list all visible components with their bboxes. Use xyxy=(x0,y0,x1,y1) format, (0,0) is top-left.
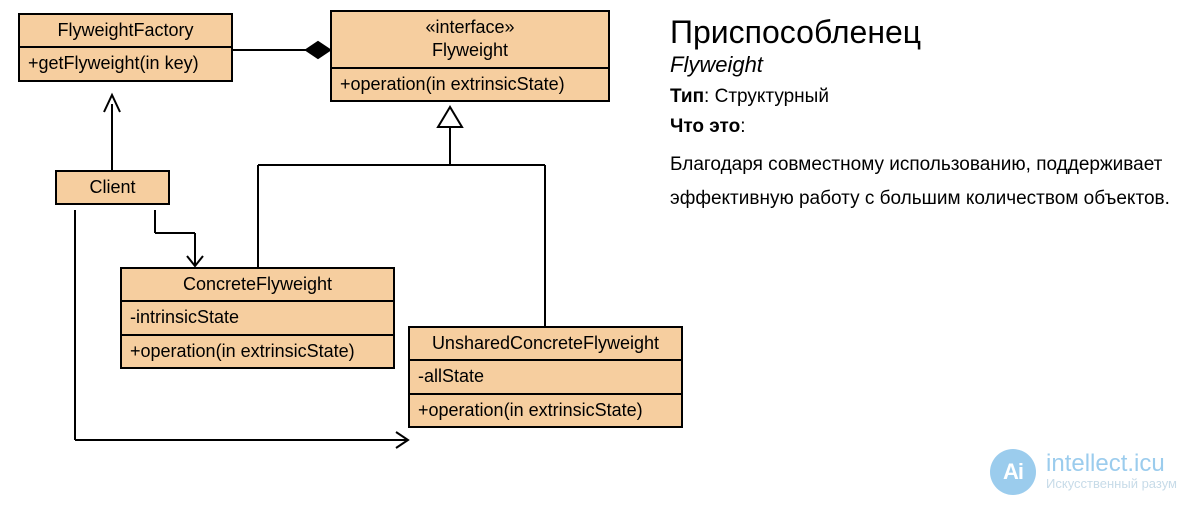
class-name: Flyweight xyxy=(340,39,600,62)
stereotype-label: «interface» xyxy=(340,16,600,39)
class-method: +operation(in extrinsicState) xyxy=(122,336,393,367)
class-method: +operation(in extrinsicState) xyxy=(410,395,681,426)
pattern-type: Тип: Структурный xyxy=(670,86,1180,108)
class-title: «interface» Flyweight xyxy=(332,12,608,69)
type-label: Тип xyxy=(670,86,704,107)
class-title: ConcreteFlyweight xyxy=(122,269,393,302)
uml-class-unshared-concrete-flyweight: UnsharedConcreteFlyweight -allState +ope… xyxy=(408,326,683,428)
watermark: Ai intellect.icu Искусственный разум xyxy=(990,449,1177,495)
pattern-title-en: Flyweight xyxy=(670,52,1180,78)
class-method: +getFlyweight(in key) xyxy=(20,48,231,79)
uml-class-concrete-flyweight: ConcreteFlyweight -intrinsicState +opera… xyxy=(120,267,395,369)
class-member: -allState xyxy=(410,361,681,394)
pattern-title-ru: Приспособленец xyxy=(670,15,1180,50)
type-value: Структурный xyxy=(715,86,829,107)
uml-class-client: Client xyxy=(55,170,170,205)
class-title: Client xyxy=(57,172,168,203)
pattern-description: Благодаря совместному использованию, под… xyxy=(670,148,1180,216)
class-title: UnsharedConcreteFlyweight xyxy=(410,328,681,361)
watermark-line2: Искусственный разум xyxy=(1046,476,1177,492)
pattern-info: Приспособленец Flyweight Тип: Структурны… xyxy=(670,15,1180,217)
uml-class-flyweight-factory: FlyweightFactory +getFlyweight(in key) xyxy=(18,13,233,82)
class-title: FlyweightFactory xyxy=(20,15,231,48)
pattern-what: Что это: xyxy=(670,116,1180,138)
watermark-badge-icon: Ai xyxy=(990,449,1036,495)
watermark-line1: intellect.icu xyxy=(1046,452,1177,476)
what-label: Что это xyxy=(670,116,740,137)
uml-interface-flyweight: «interface» Flyweight +operation(in extr… xyxy=(330,10,610,102)
class-method: +operation(in extrinsicState) xyxy=(332,69,608,100)
class-member: -intrinsicState xyxy=(122,302,393,335)
